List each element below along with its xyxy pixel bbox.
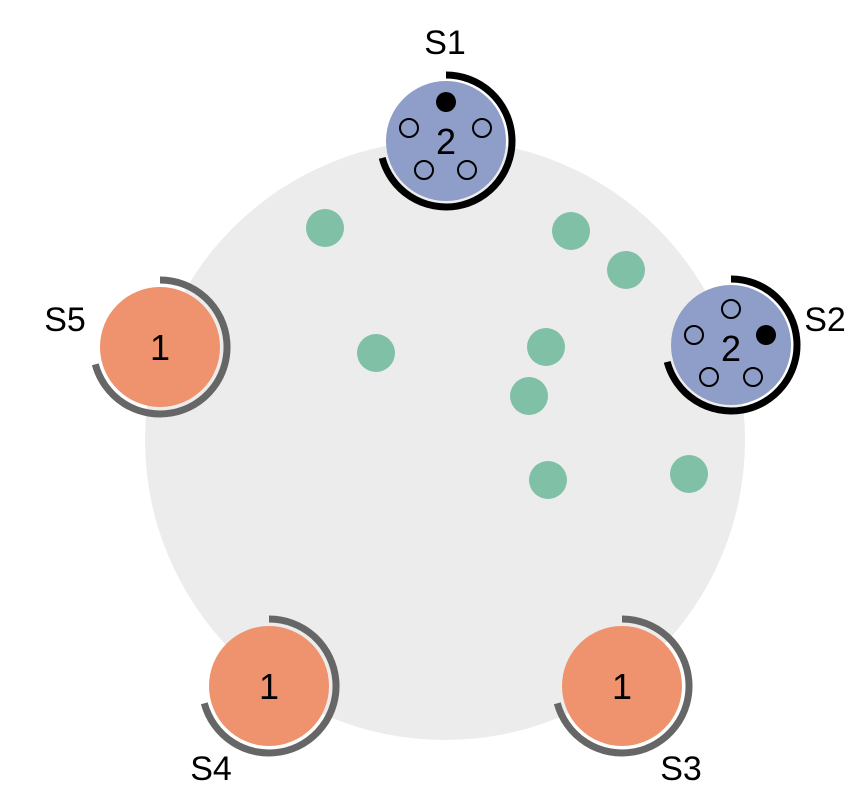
node-s3-label: S3 [660,750,702,788]
node-s1-label: S1 [424,24,466,62]
node-s1-ring [378,71,516,211]
node-s2-empty-dot [684,325,704,345]
dot [670,455,708,493]
node-s5-count: 1 [150,327,170,368]
dot [510,377,548,415]
dot [552,212,590,250]
dot [529,461,567,499]
node-s4: 1 S4 [190,615,340,788]
node-s4-body [209,626,329,746]
node-s4-ring [200,615,340,757]
node-s1-empty-dot [472,118,492,138]
node-s3-ring [553,615,693,757]
node-s3: 1 S3 [553,615,702,788]
node-s1-filled-dot [436,92,456,112]
node-s4-count: 1 [259,666,279,707]
node-s5: 1 S5 [44,276,231,418]
node-s2: 2 S2 [663,275,846,415]
node-s1-empty-dot [457,160,477,180]
node-s2-empty-dot [721,299,741,319]
node-s2-filled-dot [756,325,776,345]
dot [527,328,565,366]
node-s3-count: 1 [612,666,632,707]
dot-group [306,209,708,499]
node-s2-label: S2 [804,301,846,339]
node-s5-label: S5 [44,301,86,339]
node-s2-empty-dot [699,367,719,387]
node-s2-ring [663,275,801,415]
node-s2-count: 2 [721,328,741,369]
node-s4-label: S4 [190,750,232,788]
node-s1: 2 S1 [378,24,516,211]
node-s1-empty-dot [414,160,434,180]
dot [306,209,344,247]
arena-circle [145,140,745,740]
node-s1-empty-dot [399,118,419,138]
dot [357,334,395,372]
node-s2-empty-dot [743,367,763,387]
dot [607,251,645,289]
node-s1-count: 2 [436,121,456,162]
node-s5-ring [91,276,231,418]
node-s3-body [562,626,682,746]
node-s5-body [100,287,220,407]
